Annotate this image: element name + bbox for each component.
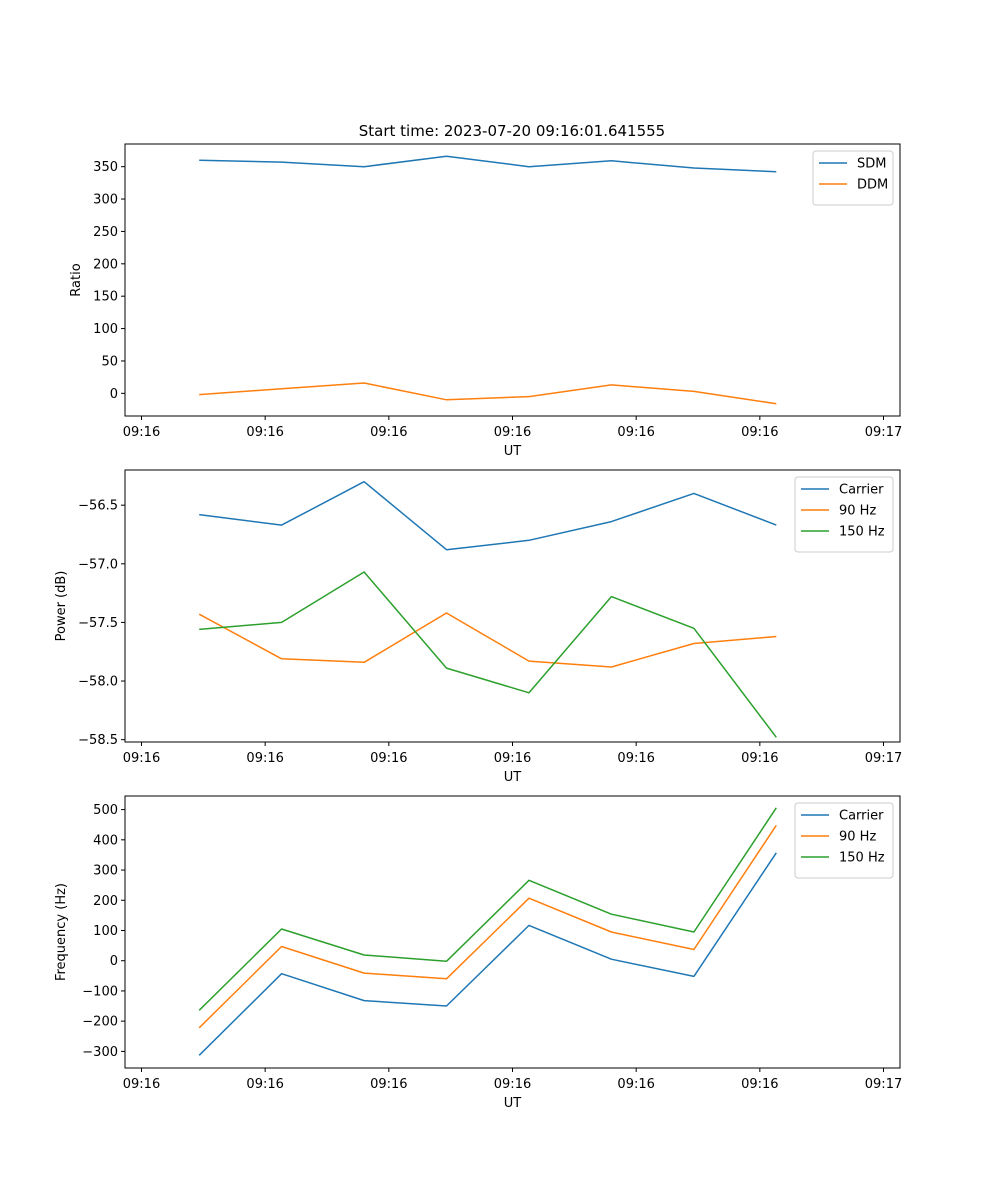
y-tick-label: 0 — [110, 387, 118, 402]
y-tick-label: 300 — [93, 864, 118, 879]
x-tick-label: 09:16 — [617, 751, 654, 766]
y-tick-label: −200 — [82, 1015, 118, 1030]
y-tick-label: 100 — [93, 322, 118, 337]
figure-title: Start time: 2023-07-20 09:16:01.641555 — [359, 122, 665, 140]
x-tick-label: 09:16 — [370, 751, 407, 766]
x-tick-label: 09:16 — [246, 425, 283, 440]
y-tick-label: 0 — [110, 954, 118, 969]
y-tick-label: 200 — [93, 257, 118, 272]
y-tick-label: 400 — [93, 833, 118, 848]
x-axis-label: UT — [504, 444, 522, 459]
legend-label: 90 Hz — [839, 830, 876, 845]
x-tick-label: 09:16 — [741, 751, 778, 766]
legend-label: 150 Hz — [839, 525, 885, 540]
y-tick-label: 500 — [93, 803, 118, 818]
chart-1: 0 50 100 150 200 250 300 350 09:16 09:16 09:16 09:1… — [69, 143, 902, 459]
series-line-90-hz — [198, 824, 777, 1029]
legend-label: SDM — [857, 157, 886, 172]
y-axis-label: Power (dB) — [54, 571, 69, 642]
x-tick-label: 09:16 — [494, 751, 531, 766]
series-line-carrier — [199, 480, 777, 551]
x-tick-label: 09:16 — [246, 1077, 283, 1092]
series-line-carrier — [198, 852, 777, 1056]
x-tick-label: 09:16 — [494, 425, 531, 440]
x-tick-label: 09:16 — [741, 1077, 778, 1092]
x-axis-label: UT — [504, 770, 522, 785]
y-tick-label: 200 — [93, 894, 118, 909]
series-line-ddm — [199, 382, 777, 405]
y-tick-label: −58.0 — [78, 675, 118, 690]
series-line-150-hz — [199, 571, 777, 738]
y-tick-label: −56.5 — [78, 499, 118, 514]
legend-frame — [794, 476, 894, 553]
y-tick-label: −58.5 — [78, 733, 118, 748]
x-tick-label: 09:16 — [617, 1077, 654, 1092]
x-tick-label: 09:16 — [617, 425, 654, 440]
x-axis-label: UT — [504, 1096, 522, 1111]
legend: Carrier 90 Hz 150 Hz — [794, 476, 894, 553]
legend-label: Carrier — [839, 809, 884, 824]
y-axis-label: Ratio — [69, 263, 84, 296]
series-line-sdm — [199, 155, 777, 173]
chart-3: −300 −200 −100 0 100 200 300 400 500 09:16 09:16 09… — [54, 795, 902, 1111]
y-axis-label: Frequency (Hz) — [54, 883, 69, 981]
x-tick-label: 09:17 — [865, 751, 902, 766]
y-tick-label: −300 — [82, 1045, 118, 1060]
series-line-90-hz — [198, 612, 777, 668]
y-tick-label: −57.0 — [78, 557, 118, 572]
legend: Carrier 90 Hz 150 Hz — [794, 802, 894, 879]
y-tick-label: −100 — [82, 984, 118, 999]
legend-label: Carrier — [839, 483, 884, 498]
x-tick-label: 09:16 — [370, 1077, 407, 1092]
chart-panels: 0 50 100 150 200 250 300 350 09:16 09:16 09:16 09:1… — [54, 143, 902, 1111]
x-tick-label: 09:16 — [246, 751, 283, 766]
legend: SDM DDM — [812, 150, 894, 206]
chart-2: −58.5 −58.0 −57.5 −57.0 −56.5 09:16 09:16 09:16… — [54, 469, 902, 785]
y-tick-label: 300 — [93, 193, 118, 208]
x-tick-label: 09:16 — [123, 751, 160, 766]
x-tick-label: 09:16 — [123, 1077, 160, 1092]
x-tick-label: 09:16 — [494, 1077, 531, 1092]
x-tick-label: 09:17 — [865, 1077, 902, 1092]
legend-label: DDM — [857, 178, 888, 193]
y-tick-label: 350 — [93, 160, 118, 175]
x-tick-label: 09:17 — [865, 425, 902, 440]
legend-frame — [812, 150, 894, 206]
y-tick-label: 50 — [101, 354, 118, 369]
legend-frame — [794, 802, 894, 879]
x-tick-label: 09:16 — [741, 425, 778, 440]
y-tick-label: −57.5 — [78, 616, 118, 631]
legend-label: 150 Hz — [839, 851, 885, 866]
series-line-150-hz — [198, 807, 777, 1011]
x-tick-label: 09:16 — [370, 425, 407, 440]
y-tick-label: 150 — [93, 290, 118, 305]
legend-label: 90 Hz — [839, 504, 876, 519]
x-tick-label: 09:16 — [123, 425, 160, 440]
y-tick-label: 100 — [93, 924, 118, 939]
y-tick-label: 250 — [93, 225, 118, 240]
